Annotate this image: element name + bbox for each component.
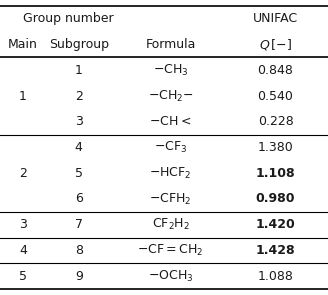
Text: $-$CH$_2$$-$: $-$CH$_2$$-$ [148,88,194,104]
Text: 4: 4 [19,244,27,257]
Text: 5: 5 [19,270,27,283]
Text: 7: 7 [75,218,83,231]
Text: 1: 1 [75,64,83,77]
Text: 1.108: 1.108 [256,167,295,180]
Text: 0.980: 0.980 [256,193,295,206]
Text: $-$CF$=$CH$_2$: $-$CF$=$CH$_2$ [137,243,204,258]
Text: 0.228: 0.228 [258,115,293,128]
Text: 8: 8 [75,244,83,257]
Text: 1.420: 1.420 [256,218,296,231]
Text: $-$CFH$_2$: $-$CFH$_2$ [149,191,192,206]
Text: $-$CF$_3$: $-$CF$_3$ [154,140,187,155]
Text: 1: 1 [19,89,27,102]
Text: UNIFAC: UNIFAC [253,12,298,25]
Text: CF$_2$H$_2$: CF$_2$H$_2$ [152,217,190,232]
Text: Subgroup: Subgroup [49,38,109,51]
Text: $-$CH$<$: $-$CH$<$ [150,115,192,128]
Text: 9: 9 [75,270,83,283]
Text: 4: 4 [75,141,83,154]
Text: Main: Main [8,38,38,51]
Text: 0.540: 0.540 [257,89,294,102]
Text: 2: 2 [19,167,27,180]
Text: 3: 3 [19,218,27,231]
Text: 2: 2 [75,89,83,102]
Text: Formula: Formula [145,38,196,51]
Text: $Q\,[-]$: $Q\,[-]$ [259,37,292,52]
Text: 1.088: 1.088 [257,270,294,283]
Text: 1.380: 1.380 [258,141,293,154]
Text: 0.848: 0.848 [257,64,294,77]
Text: 5: 5 [75,167,83,180]
Text: 1.428: 1.428 [256,244,295,257]
Text: 6: 6 [75,193,83,206]
Text: $-$HCF$_2$: $-$HCF$_2$ [149,166,192,181]
Text: Group number: Group number [23,12,113,25]
Text: $-$CH$_3$: $-$CH$_3$ [153,63,188,78]
Text: $-$OCH$_3$: $-$OCH$_3$ [148,269,193,284]
Text: 3: 3 [75,115,83,128]
